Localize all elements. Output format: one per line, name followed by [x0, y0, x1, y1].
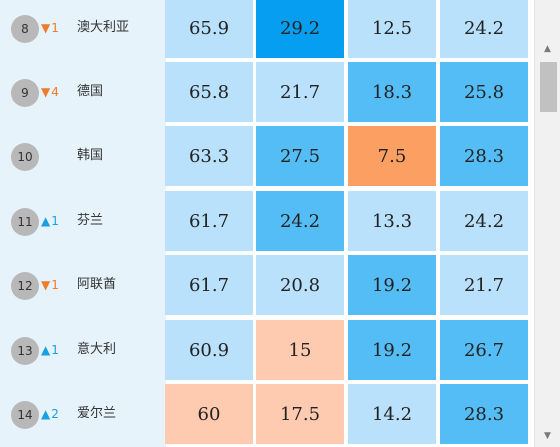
rank-change: ▼ 4: [41, 84, 59, 100]
triangle-down-icon: ▼: [41, 85, 51, 99]
rank-change: ▼ 1: [41, 277, 59, 293]
score-cell: 14.2: [348, 384, 436, 444]
score-cell: 7.5: [348, 126, 436, 186]
triangle-down-icon: ▼: [41, 21, 51, 35]
rank-badge: 9: [11, 79, 39, 107]
triangle-up-icon: ▲: [41, 214, 51, 228]
table-row: 9 ▼ 4 德国 65.8 21.7 18.3 25.8: [0, 62, 533, 122]
rank-cell: 9 ▼ 4 德国: [0, 62, 166, 122]
score-cell: 29.2: [256, 0, 344, 58]
country-name: 爱尔兰: [77, 406, 117, 421]
table-row: 10 韩国 63.3 27.5 7.5 28.3: [0, 126, 533, 186]
triangle-down-icon: ▼: [41, 278, 51, 292]
rank-badge: 10: [11, 143, 39, 171]
score-cell: 12.5: [348, 0, 436, 58]
rank-badge: 8: [11, 15, 39, 43]
triangle-up-icon: ▲: [41, 343, 51, 357]
rank-badge: 12: [11, 272, 39, 300]
country-name: 澳大利亚: [77, 20, 130, 35]
rank-change-value: 1: [51, 343, 59, 357]
rank-badge: 14: [11, 401, 39, 429]
score-cell: 17.5: [256, 384, 344, 444]
scroll-up-arrow-icon[interactable]: ▲: [544, 44, 551, 54]
rank-cell: 12 ▼ 1 阿联酋: [0, 255, 166, 315]
score-cell: 28.3: [440, 126, 528, 186]
country-name: 意大利: [77, 342, 117, 357]
country-name: 德国: [77, 84, 104, 99]
rank-cell: 10 韩国: [0, 126, 166, 186]
rank-change: ▼ 1: [41, 20, 59, 36]
score-cell: 65.9: [165, 0, 253, 58]
score-cell: 21.7: [256, 62, 344, 122]
score-cell: 15: [256, 320, 344, 380]
rank-cell: 14 ▲ 2 爱尔兰: [0, 384, 166, 444]
rank-cell: 13 ▲ 1 意大利: [0, 320, 166, 380]
score-cell: 19.2: [348, 320, 436, 380]
table-row: 12 ▼ 1 阿联酋 61.7 20.8 19.2 21.7: [0, 255, 533, 315]
rank-cell: 11 ▲ 1 芬兰: [0, 191, 166, 251]
vertical-scrollbar[interactable]: ▲ ▼: [534, 0, 560, 447]
rank-change-value: 1: [51, 214, 59, 228]
rank-change: ▲ 1: [41, 213, 59, 229]
score-cell: 24.2: [440, 0, 528, 58]
score-cell: 27.5: [256, 126, 344, 186]
score-cell: 61.7: [165, 191, 253, 251]
score-cell: 18.3: [348, 62, 436, 122]
score-cell: 26.7: [440, 320, 528, 380]
table-row: 13 ▲ 1 意大利 60.9 15 19.2 26.7: [0, 320, 533, 380]
score-cell: 21.7: [440, 255, 528, 315]
score-cell: 24.2: [440, 191, 528, 251]
score-cell: 60: [165, 384, 253, 444]
triangle-up-icon: ▲: [41, 407, 51, 421]
rank-change: ▲ 2: [41, 406, 59, 422]
score-cell: 24.2: [256, 191, 344, 251]
scroll-down-arrow-icon[interactable]: ▼: [544, 431, 551, 441]
table-row: 11 ▲ 1 芬兰 61.7 24.2 13.3 24.2: [0, 191, 533, 251]
table-row: 8 ▼ 1 澳大利亚 65.9 29.2 12.5 24.2: [0, 0, 533, 58]
country-name: 芬兰: [77, 213, 104, 228]
score-cell: 63.3: [165, 126, 253, 186]
rank-change-value: 1: [51, 278, 59, 292]
score-cell: 65.8: [165, 62, 253, 122]
country-name: 韩国: [77, 148, 104, 163]
score-cell: 60.9: [165, 320, 253, 380]
scroll-thumb[interactable]: [540, 62, 557, 112]
table-row: 14 ▲ 2 爱尔兰 60 17.5 14.2 28.3: [0, 384, 533, 444]
rank-change: ▲ 1: [41, 342, 59, 358]
rank-badge: 11: [11, 208, 39, 236]
rank-change-value: 4: [51, 85, 59, 99]
score-cell: 25.8: [440, 62, 528, 122]
score-cell: 20.8: [256, 255, 344, 315]
rank-change-value: 1: [51, 21, 59, 35]
rank-change-value: 2: [51, 407, 59, 421]
score-cell: 61.7: [165, 255, 253, 315]
country-name: 阿联酋: [77, 277, 117, 292]
score-cell: 28.3: [440, 384, 528, 444]
rank-badge: 13: [11, 337, 39, 365]
rank-cell: 8 ▼ 1 澳大利亚: [0, 0, 166, 58]
score-cell: 19.2: [348, 255, 436, 315]
score-cell: 13.3: [348, 191, 436, 251]
